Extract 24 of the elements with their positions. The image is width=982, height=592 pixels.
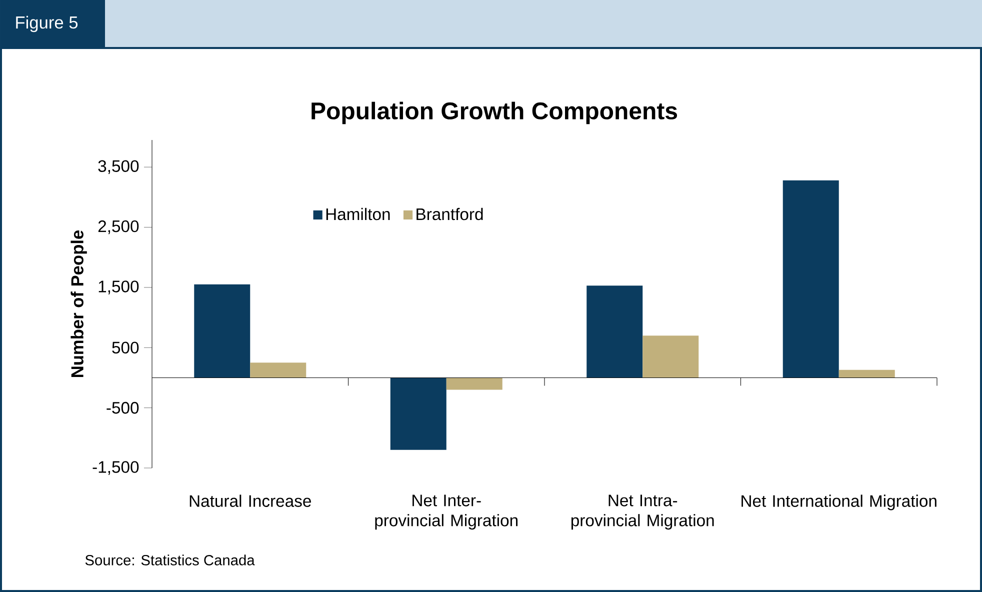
legend-label: Brantford	[416, 208, 483, 220]
y-tick-label: 3,500	[98, 160, 139, 174]
bar	[390, 378, 446, 450]
x-tick-label: Net Intra-provincial Migration	[571, 494, 714, 530]
y-axis-title: Number of People	[70, 230, 87, 377]
y-tick-label: 1,500	[98, 280, 139, 294]
bar	[446, 378, 502, 390]
x-tick-label: Natural Increase	[190, 494, 311, 507]
x-tick-label: Net Inter-provincial Migration	[375, 494, 518, 530]
bar	[838, 370, 895, 378]
x-tick-label: Net International Migration	[742, 494, 936, 510]
bar	[586, 286, 643, 378]
bar	[782, 180, 839, 378]
bar	[194, 284, 250, 378]
bar	[642, 336, 699, 378]
y-tick-label: 500	[112, 342, 139, 354]
source-note: Source: Statistics Canada	[85, 554, 255, 566]
y-tick-label: -1,500	[92, 461, 139, 475]
caption: Figure 5	[16, 16, 78, 32]
y-tick-label: -500	[106, 402, 139, 414]
y-tick-label: 2,500	[98, 220, 139, 234]
chart-title: Population Growth Components	[312, 102, 678, 124]
legend-label: Hamilton	[326, 208, 390, 220]
bar	[250, 362, 306, 378]
